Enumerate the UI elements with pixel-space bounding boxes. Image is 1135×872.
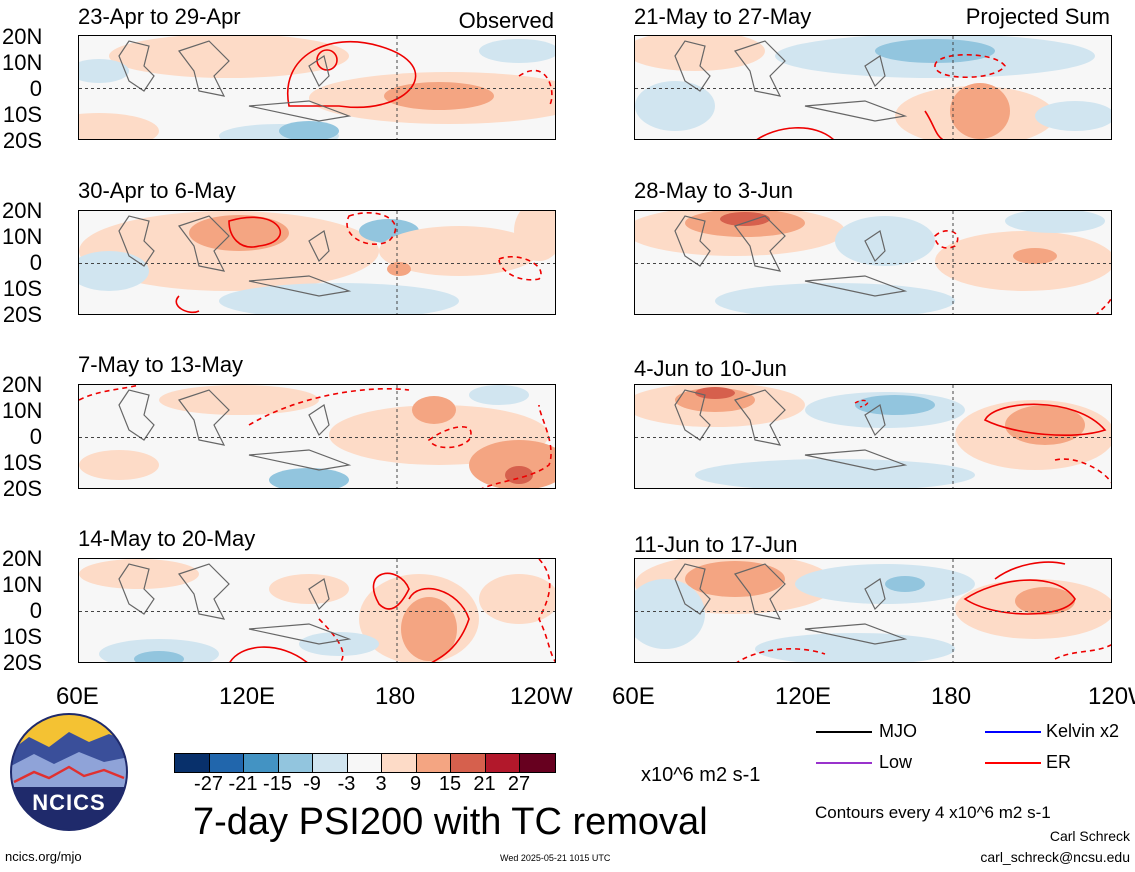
map-panel [634, 210, 1112, 315]
lon-label: 120W [1088, 685, 1135, 709]
colorbar-tick-label: 3 [375, 773, 387, 795]
legend-swatch-kelvin [985, 731, 1041, 733]
panel-label: Projected Sum [965, 4, 1110, 29]
colorbar-swatch [175, 754, 210, 772]
email: carl_schreck@ncsu.edu [980, 849, 1130, 865]
colorbar-swatch [451, 754, 486, 772]
map-panel [78, 35, 556, 140]
colorbar-tick-label: 27 [507, 773, 531, 795]
map-panel [78, 384, 556, 489]
colorbar-tick-label: -3 [337, 773, 356, 795]
colorbar [174, 753, 556, 773]
colorbar-tick-label: -27 [194, 773, 223, 795]
colorbar-swatch [244, 754, 279, 772]
panel-label: Observed [458, 8, 554, 33]
panel-title: 30-Apr to 6-May [78, 178, 236, 203]
map-panel [634, 558, 1112, 663]
legend-label: ER [1046, 752, 1072, 772]
legend-label: Kelvin x2 [1046, 721, 1120, 741]
lat-label: 20S [2, 302, 42, 327]
legend-swatch-low [816, 762, 872, 764]
lon-label: 180 [931, 683, 972, 710]
legend-label: Low [879, 752, 913, 772]
legend-label: MJO [879, 721, 917, 741]
colorbar-tick-label: 21 [473, 773, 496, 795]
lat-label: 20S [2, 650, 42, 675]
lat-label: 0 [29, 250, 42, 275]
colorbar-swatch [416, 754, 451, 772]
lat-label: 10N [2, 398, 43, 423]
contour-note: Contours every 4 x10^6 m2 s-1 [815, 803, 1051, 822]
colorbar-swatch [209, 754, 244, 772]
colorbar-swatch [382, 754, 417, 772]
lat-label: 10N [2, 224, 43, 249]
colorbar-tick-label: -21 [228, 773, 258, 795]
website: ncics.org/mjo [5, 849, 82, 864]
lat-label: 20S [2, 128, 42, 153]
author: Carl Schreck [1049, 828, 1130, 844]
lat-label: 10S [2, 102, 42, 127]
lat-label: 20S [2, 476, 42, 501]
timestamp: Wed 2025-05-21 1015 UTC [500, 853, 611, 863]
colorbar-swatch [485, 754, 520, 772]
colorbar-units: x10^6 m2 s-1 [641, 764, 761, 786]
map-panel [634, 384, 1112, 489]
lat-label: 0 [29, 76, 42, 101]
panel-title: 4-Jun to 10-Jun [634, 356, 787, 381]
lon-label: 120W [510, 683, 573, 710]
lon-label: 120E [219, 683, 276, 710]
colorbar-swatch [520, 754, 555, 772]
legend-swatch-er [985, 762, 1041, 764]
main-title: 7-day PSI200 with TC removal [193, 801, 708, 843]
colorbar-swatch [278, 754, 313, 772]
colorbar-tick-label: -9 [303, 773, 321, 795]
lon-label: 60E [612, 683, 655, 710]
lat-label: 20N [2, 372, 43, 397]
lat-label: 0 [29, 424, 42, 449]
lat-label: 10N [2, 572, 43, 597]
lon-label: 120E [775, 683, 832, 710]
lat-label: 10N [2, 50, 43, 75]
lat-label: 10S [2, 276, 42, 301]
lat-label: 20N [2, 546, 43, 571]
panel-title: 23-Apr to 29-Apr [78, 4, 241, 29]
lat-label: 10S [2, 624, 42, 649]
ncics-logo: NCICS [9, 712, 129, 832]
colorbar-tick-label: 9 [409, 773, 422, 795]
lat-label: 10S [2, 450, 42, 475]
lon-label: 180 [375, 683, 416, 710]
map-panel [634, 35, 1112, 140]
colorbar-tick-label: 15 [438, 773, 462, 795]
lat-label: 0 [29, 598, 42, 623]
map-panel [78, 558, 556, 663]
lat-label: 20N [2, 24, 43, 49]
map-panel [78, 210, 556, 315]
lat-label: 20N [2, 198, 43, 223]
lon-label: 60E [56, 683, 99, 710]
colorbar-swatch [313, 754, 348, 772]
logo-text: NCICS [32, 790, 106, 815]
panel-title: 21-May to 27-May [634, 4, 812, 29]
panel-title: 28-May to 3-Jun [634, 178, 793, 203]
legend-swatch-mjo [816, 731, 872, 733]
colorbar-swatch [347, 754, 382, 772]
panel-title: 7-May to 13-May [78, 352, 244, 377]
panel-title: 11-Jun to 17-Jun [634, 532, 798, 557]
panel-title: 14-May to 20-May [78, 526, 256, 551]
colorbar-tick-label: -15 [263, 773, 292, 795]
